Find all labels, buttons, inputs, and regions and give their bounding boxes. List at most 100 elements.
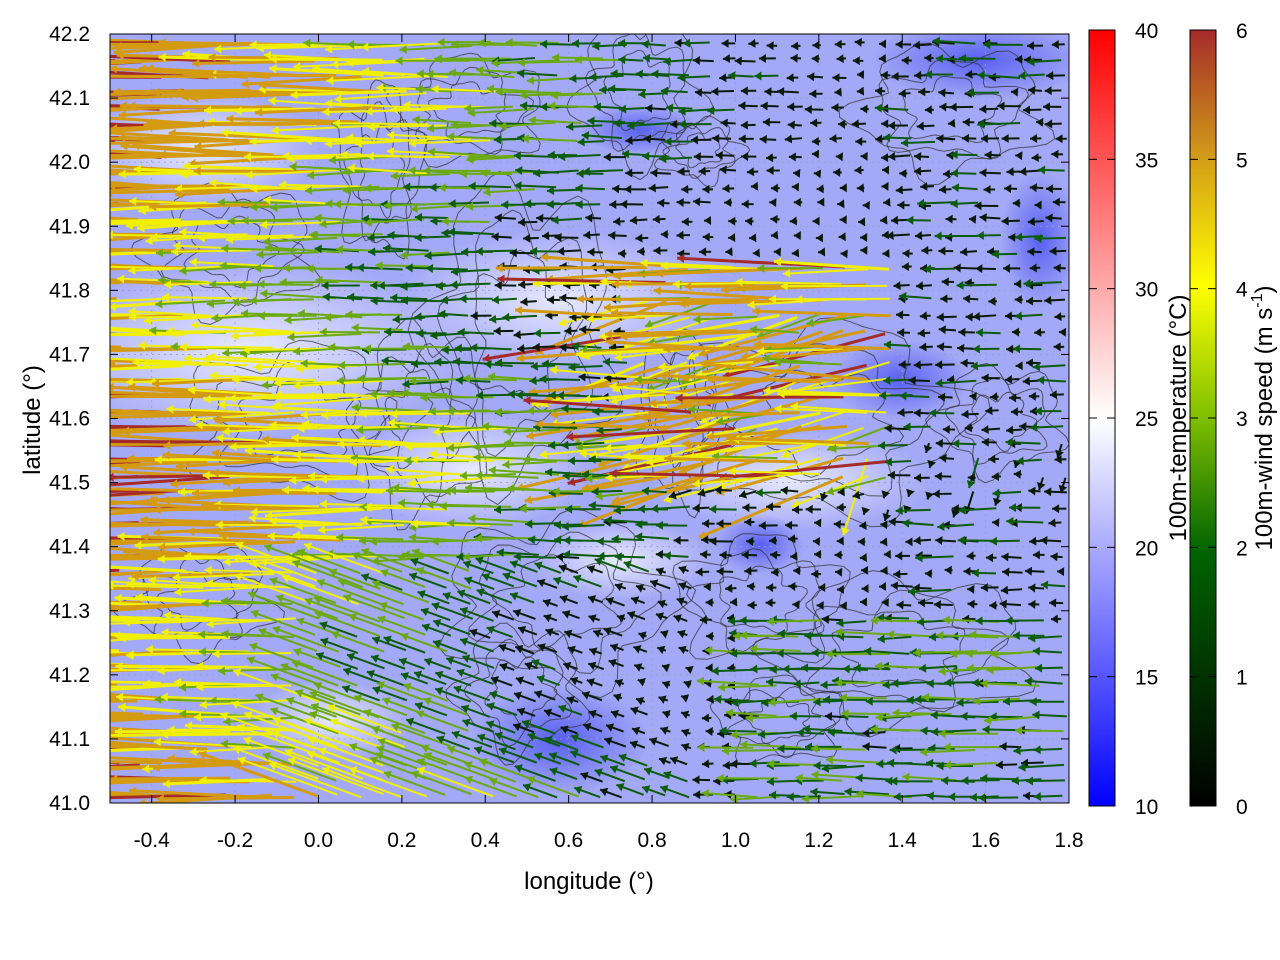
- wind-arrow-head: [163, 440, 171, 450]
- wind-arrow-head: [467, 152, 475, 162]
- wind-arrow-head: [834, 550, 842, 560]
- wind-arrow-head: [730, 759, 738, 769]
- wind-arrow-head: [363, 708, 372, 718]
- wind-arrow-head: [625, 168, 633, 178]
- wind-arrow-head: [975, 616, 983, 626]
- wind-arrow: [315, 652, 359, 670]
- wind-arrow-head: [604, 515, 612, 525]
- wind-arrow-head: [663, 551, 671, 561]
- wind-arrow-head: [542, 231, 550, 241]
- wind-arrow-head: [698, 166, 706, 176]
- wind-arrow-head: [882, 680, 890, 690]
- wind-arrow-head: [666, 103, 674, 113]
- wind-arrow: [188, 411, 294, 421]
- contour-line: [726, 686, 837, 759]
- wind-arrow-head: [354, 139, 363, 149]
- wind-arrow-head: [1009, 503, 1017, 513]
- wind-arrow-head: [414, 233, 422, 243]
- wind-arrow-head: [859, 597, 868, 607]
- wind-arrow-head: [740, 86, 748, 96]
- wind-arrow-head: [262, 434, 270, 444]
- wind-arrow: [174, 186, 295, 197]
- wind-arrow: [361, 42, 446, 49]
- wind-arrow-head: [907, 587, 916, 597]
- wind-arrow-head: [573, 574, 582, 584]
- wind-arrow-head: [750, 664, 758, 674]
- wind-arrow-head: [526, 76, 535, 86]
- wind-arrow-head: [519, 503, 527, 513]
- wind-arrow-head: [457, 327, 465, 337]
- wind-arrow-head: [153, 505, 161, 515]
- wind-arrow-head: [193, 166, 201, 176]
- wind-arrow-head: [860, 233, 868, 243]
- wind-arrow-head: [289, 475, 297, 485]
- wind-arrow-head: [929, 408, 937, 418]
- wind-arrow-head: [176, 461, 184, 471]
- wind-arrow-head: [221, 629, 229, 639]
- wind-arrow-head: [825, 755, 834, 765]
- wind-arrow-head: [950, 199, 958, 209]
- wind-arrow: [153, 740, 252, 748]
- wind-arrow-head: [860, 104, 868, 114]
- wind-arrow-head: [956, 280, 964, 290]
- wind-arrow-head: [79, 387, 86, 396]
- wind-arrow-head: [212, 649, 220, 659]
- wind-arrow-head: [93, 128, 100, 137]
- wind-arrow-head: [600, 754, 609, 763]
- wind-arrow: [577, 473, 712, 528]
- wind-arrow-head: [701, 713, 709, 723]
- wind-arrow: [589, 441, 671, 457]
- wind-arrow-head: [123, 547, 131, 557]
- wind-arrow-head: [716, 416, 724, 426]
- wind-arrow-head: [728, 216, 736, 226]
- wind-arrow-head: [734, 56, 742, 66]
- wind-arrow-head: [903, 422, 911, 432]
- wind-arrow-head: [118, 169, 126, 179]
- wind-arrow-head: [766, 166, 774, 176]
- wind-colorbar-label-main: 100m-wind speed (m s: [1251, 308, 1278, 551]
- wind-arrow-head: [980, 773, 988, 783]
- wind-arrow-head: [915, 553, 923, 563]
- wind-arrow-head: [629, 215, 638, 225]
- wind-arrow-head: [438, 183, 446, 193]
- wind-arrow-head: [817, 197, 825, 207]
- wind-arrow-head: [552, 53, 560, 63]
- wind-arrow-head: [1021, 758, 1029, 768]
- wind-vectors: [36, 36, 1068, 803]
- wind-arrow-head: [432, 427, 441, 437]
- wind-arrow: [110, 760, 120, 765]
- wind-arrow-head: [782, 664, 790, 674]
- wind-arrow-head: [702, 232, 710, 242]
- wind-arrow-head: [758, 521, 766, 531]
- wind-arrow-head: [878, 581, 887, 591]
- wind-arrow-head: [1033, 792, 1041, 802]
- wind-arrow-head: [320, 474, 328, 484]
- wind-arrow-head: [139, 798, 145, 803]
- wind-arrow-head: [637, 504, 646, 514]
- contour-line: [964, 391, 1038, 452]
- y-tick-label: 41.4: [49, 536, 90, 559]
- wind-arrow-head: [82, 576, 89, 585]
- wind-arrow-head: [921, 692, 930, 702]
- wind-arrow-head: [209, 371, 218, 381]
- wind-arrow-head: [913, 360, 921, 370]
- wind-arrow-head: [494, 731, 503, 741]
- wind-arrow-head: [1025, 358, 1034, 368]
- wind-arrow-head: [701, 788, 710, 798]
- wind-arrow: [149, 203, 270, 209]
- wind-arrow-head: [705, 631, 714, 641]
- wind-arrow-head: [361, 573, 370, 582]
- wind-arrow-head: [71, 688, 78, 697]
- wind-arrow-head: [1034, 406, 1042, 416]
- wind-arrow-head: [75, 375, 82, 384]
- wind-arrow-head: [81, 436, 88, 445]
- wind-arrow-head: [319, 219, 327, 229]
- wind-arrow: [664, 457, 798, 464]
- wind-arrow-head: [153, 737, 162, 747]
- wind-arrow-head: [999, 599, 1007, 609]
- wind-arrow-head: [641, 486, 650, 496]
- wind-arrow-head: [1019, 167, 1027, 177]
- wind-arrow-head: [634, 663, 643, 672]
- wind-arrow-head: [421, 744, 430, 753]
- wind-arrow-head: [36, 299, 43, 308]
